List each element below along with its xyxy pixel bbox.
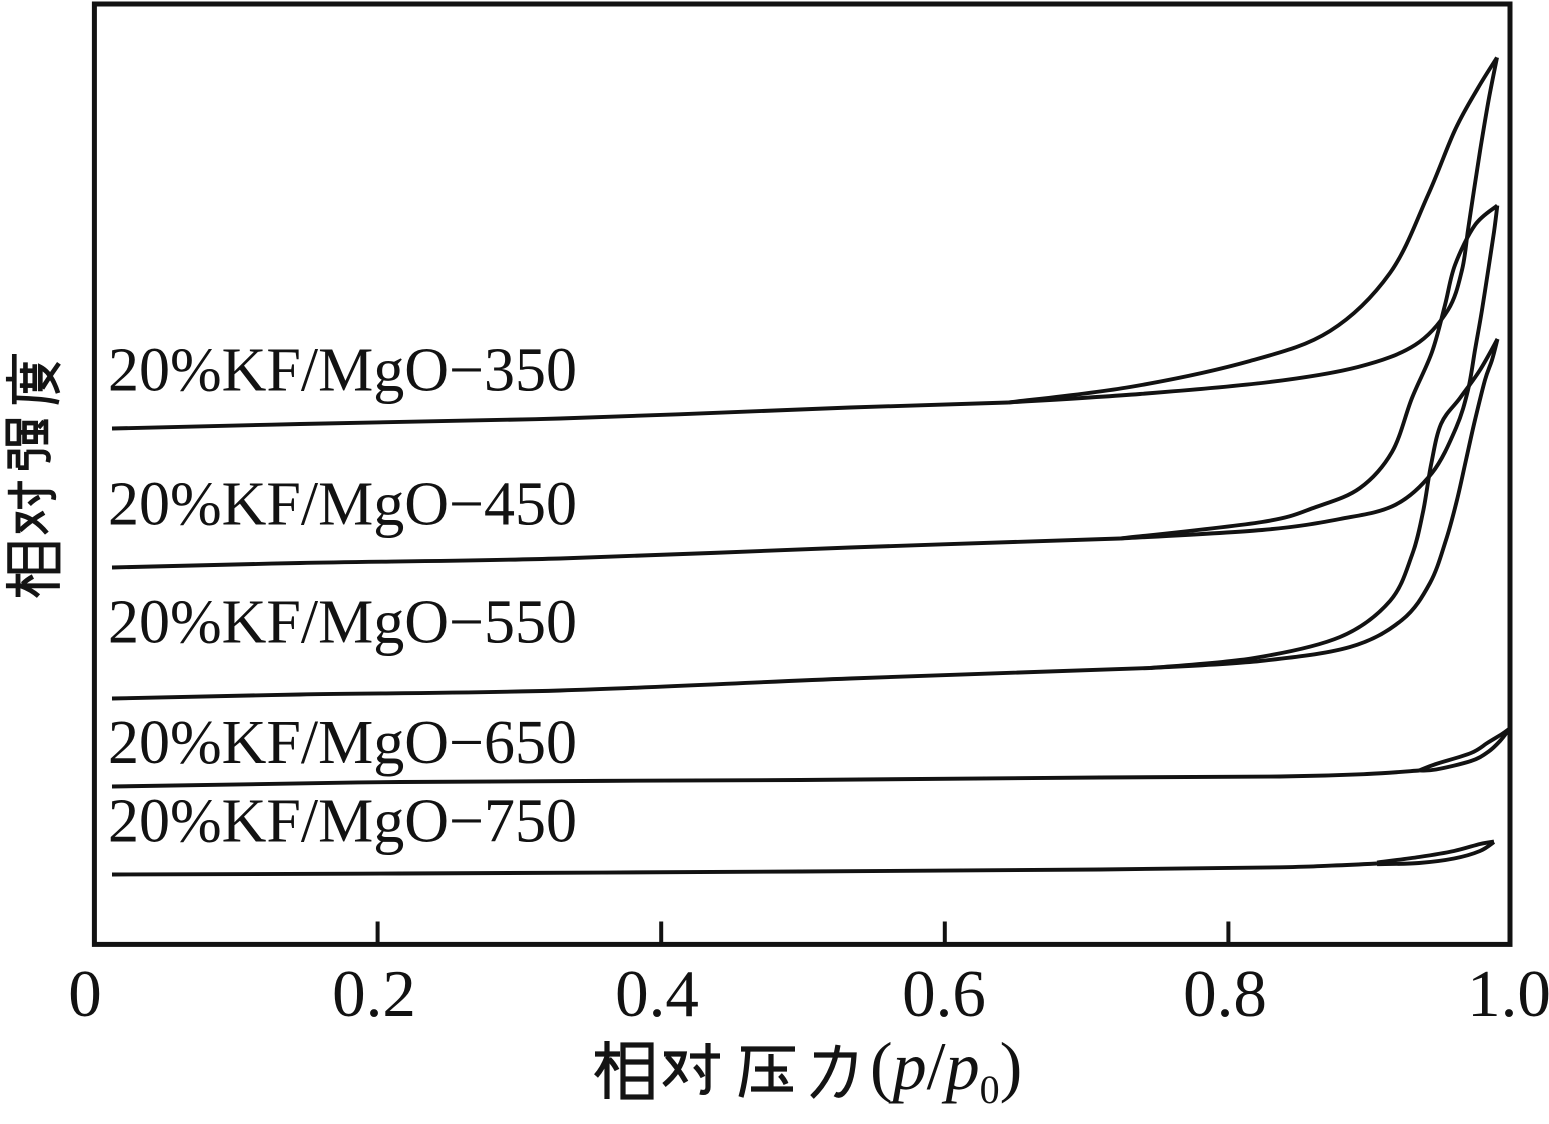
- svg-text:0: 0: [68, 957, 102, 1031]
- svg-text:0.4: 0.4: [615, 957, 699, 1031]
- svg-text:20%KF/MgO−750: 20%KF/MgO−750: [108, 788, 577, 856]
- svg-text:0.8: 0.8: [1183, 957, 1267, 1031]
- svg-text:20%KF/MgO−650: 20%KF/MgO−650: [108, 709, 577, 777]
- svg-text:0.2: 0.2: [332, 957, 416, 1031]
- svg-text:1.0: 1.0: [1467, 957, 1549, 1031]
- svg-text:20%KF/MgO−550: 20%KF/MgO−550: [108, 589, 577, 657]
- svg-text:20%KF/MgO−350: 20%KF/MgO−350: [108, 337, 577, 405]
- svg-text:0.6: 0.6: [902, 957, 986, 1031]
- svg-text:(p/p0): (p/p0): [870, 1028, 1022, 1112]
- svg-text:20%KF/MgO−450: 20%KF/MgO−450: [108, 471, 577, 539]
